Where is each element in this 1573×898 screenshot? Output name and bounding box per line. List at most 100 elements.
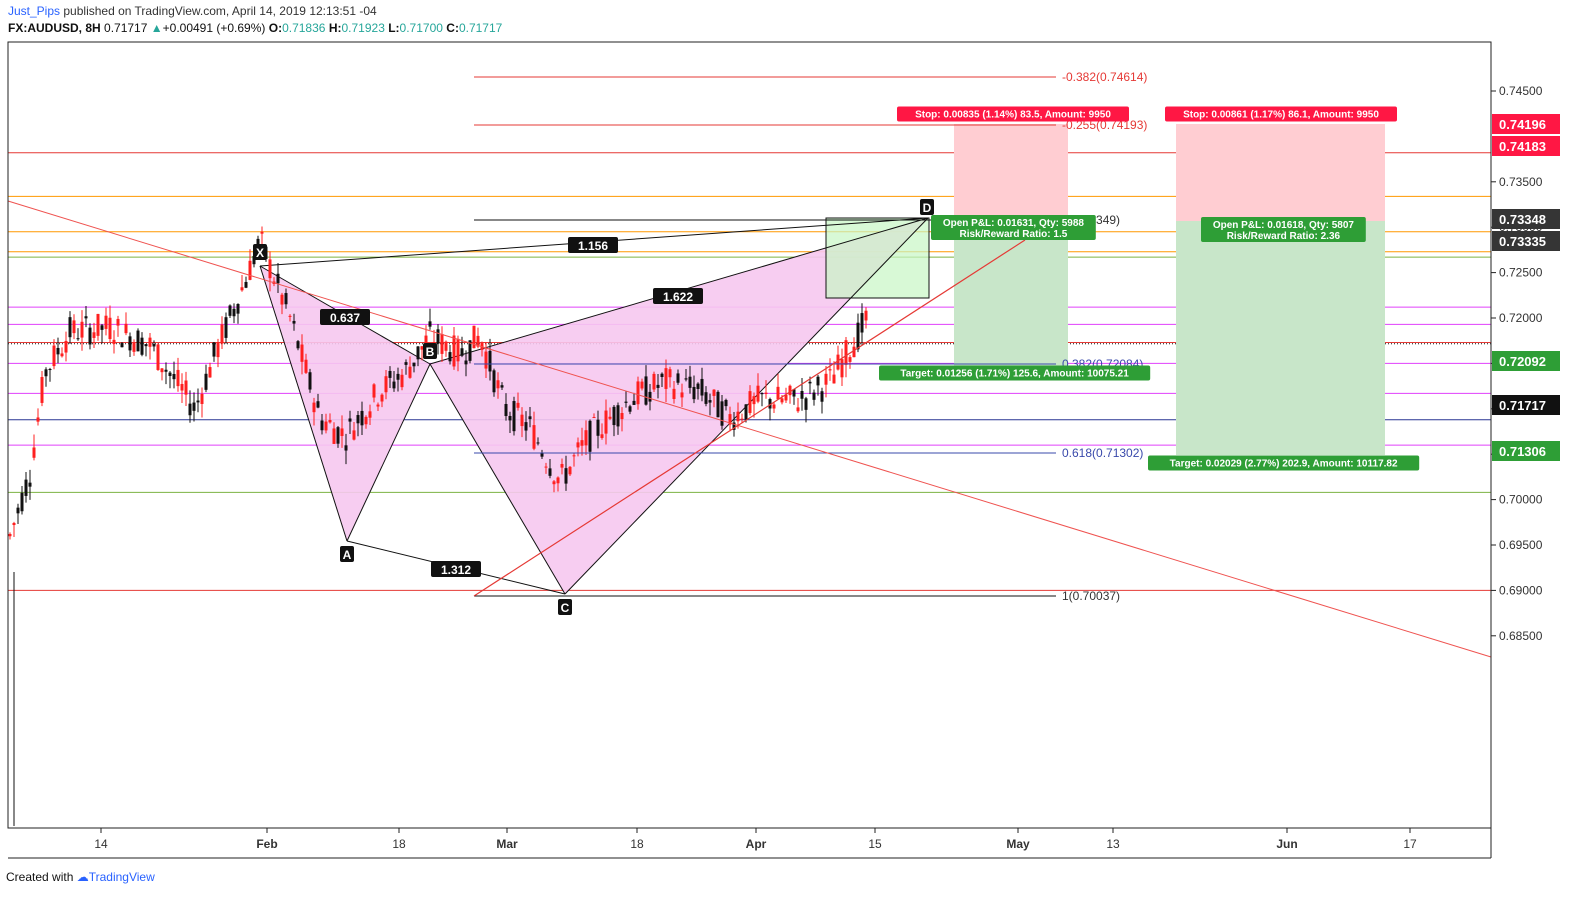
candle-body — [56, 347, 60, 355]
target-label: Target: 0.02029 (2.77%) 202.9, Amount: 1… — [1170, 459, 1398, 470]
candle-body — [292, 320, 296, 324]
high-value: 0.71923 — [341, 21, 385, 35]
candle-body — [148, 337, 152, 347]
ratio-label-bg — [431, 561, 481, 577]
candle-body — [516, 402, 520, 408]
candle-body — [24, 479, 28, 496]
candle-body — [580, 440, 584, 446]
point-label-bg — [558, 599, 572, 615]
candle-body — [456, 338, 460, 362]
candle-body — [576, 442, 580, 448]
candle-body — [12, 523, 16, 526]
candle-body — [216, 342, 220, 358]
candle-body — [756, 385, 760, 402]
candle-body — [28, 482, 32, 487]
candle-body — [360, 410, 364, 426]
candle-body — [528, 416, 532, 420]
candle-body — [188, 403, 192, 416]
candle-body — [648, 391, 652, 402]
candle-body — [140, 337, 144, 355]
point-label-bg — [423, 343, 437, 359]
candle-body — [320, 420, 324, 431]
candle-body — [444, 341, 448, 351]
candle-body — [816, 376, 820, 386]
candle-body — [168, 372, 172, 376]
candle-body — [416, 346, 420, 360]
open-label: O: — [268, 21, 283, 35]
candle-body — [664, 368, 668, 389]
candle-body — [84, 316, 88, 319]
author-link[interactable]: Just_Pips — [8, 4, 61, 18]
candle-body — [448, 352, 452, 362]
candle-body — [544, 466, 548, 468]
pnl-label: Open P&L: 0.01618, Qty: 5807 — [1213, 220, 1355, 231]
ratio-label-bg — [320, 309, 370, 325]
candle-body — [316, 401, 320, 408]
candle-body — [864, 310, 868, 321]
candle-body — [248, 260, 252, 280]
candle-body — [752, 396, 756, 405]
price-tag-bg — [1492, 114, 1560, 134]
close-value: 0.71717 — [458, 21, 503, 35]
candle-body — [608, 416, 612, 419]
candle-body — [584, 430, 588, 446]
candle-body — [372, 384, 376, 398]
candle-body — [228, 305, 232, 316]
candle-body — [116, 318, 120, 326]
candle-body — [724, 399, 728, 407]
price-tag: 0.73335 — [1499, 234, 1546, 249]
rr-label: Risk/Reward Ratio: 1.5 — [959, 229, 1067, 240]
candle-body — [100, 325, 104, 330]
y-tick-label: 0.68500 — [1499, 629, 1543, 643]
publish-info: Just_Pips published on TradingView.com, … — [8, 4, 377, 18]
candle-body — [744, 404, 748, 420]
change-value: +0.00491 (+0.69%) — [162, 21, 266, 35]
candle-body — [284, 293, 288, 305]
candle-body — [508, 415, 512, 421]
candle-body — [616, 405, 620, 427]
candle-body — [160, 368, 164, 373]
candle-body — [620, 413, 624, 420]
candle-body — [120, 343, 124, 348]
candle-body — [384, 376, 388, 393]
candle-body — [496, 380, 500, 389]
price-tag-bg — [1492, 209, 1560, 229]
candle-body — [388, 370, 392, 378]
candle-body — [636, 381, 640, 405]
candle-body — [132, 342, 136, 352]
candle-body — [220, 324, 224, 344]
candle-body — [796, 407, 800, 412]
candle-body — [224, 317, 228, 338]
candle-body — [348, 418, 352, 422]
candle-body — [828, 369, 832, 371]
candle-body — [376, 404, 380, 407]
candle-body — [244, 281, 248, 288]
candle-body — [660, 373, 664, 377]
candle-body — [8, 533, 12, 537]
point-label-bg — [253, 244, 267, 260]
price-tag: 0.71717 — [1499, 398, 1546, 413]
candle-body — [736, 411, 740, 422]
change-arrow-icon: ▲ — [150, 21, 163, 35]
candle-body — [768, 399, 772, 409]
pnl-label: Open P&L: 0.01631, Qty: 5988 — [943, 218, 1085, 229]
candle-body — [392, 381, 396, 389]
tradingview-link[interactable]: TradingView — [88, 870, 155, 884]
candle-body — [408, 366, 412, 378]
candle-body — [192, 402, 196, 411]
candle-body — [304, 359, 308, 373]
candle-body — [568, 466, 572, 475]
candle-body — [440, 334, 444, 354]
candle-body — [532, 425, 536, 449]
candle-body — [76, 338, 80, 340]
candle-body — [700, 378, 704, 396]
ratio-label: 1.312 — [441, 563, 471, 577]
candle-body — [484, 351, 488, 369]
candle-body — [808, 381, 812, 384]
candle-body — [64, 340, 68, 353]
candle-body — [312, 402, 316, 413]
x-tick-label: 14 — [94, 837, 108, 851]
target-zone — [1176, 221, 1385, 455]
footer: Created with ☁TradingView — [6, 870, 155, 884]
